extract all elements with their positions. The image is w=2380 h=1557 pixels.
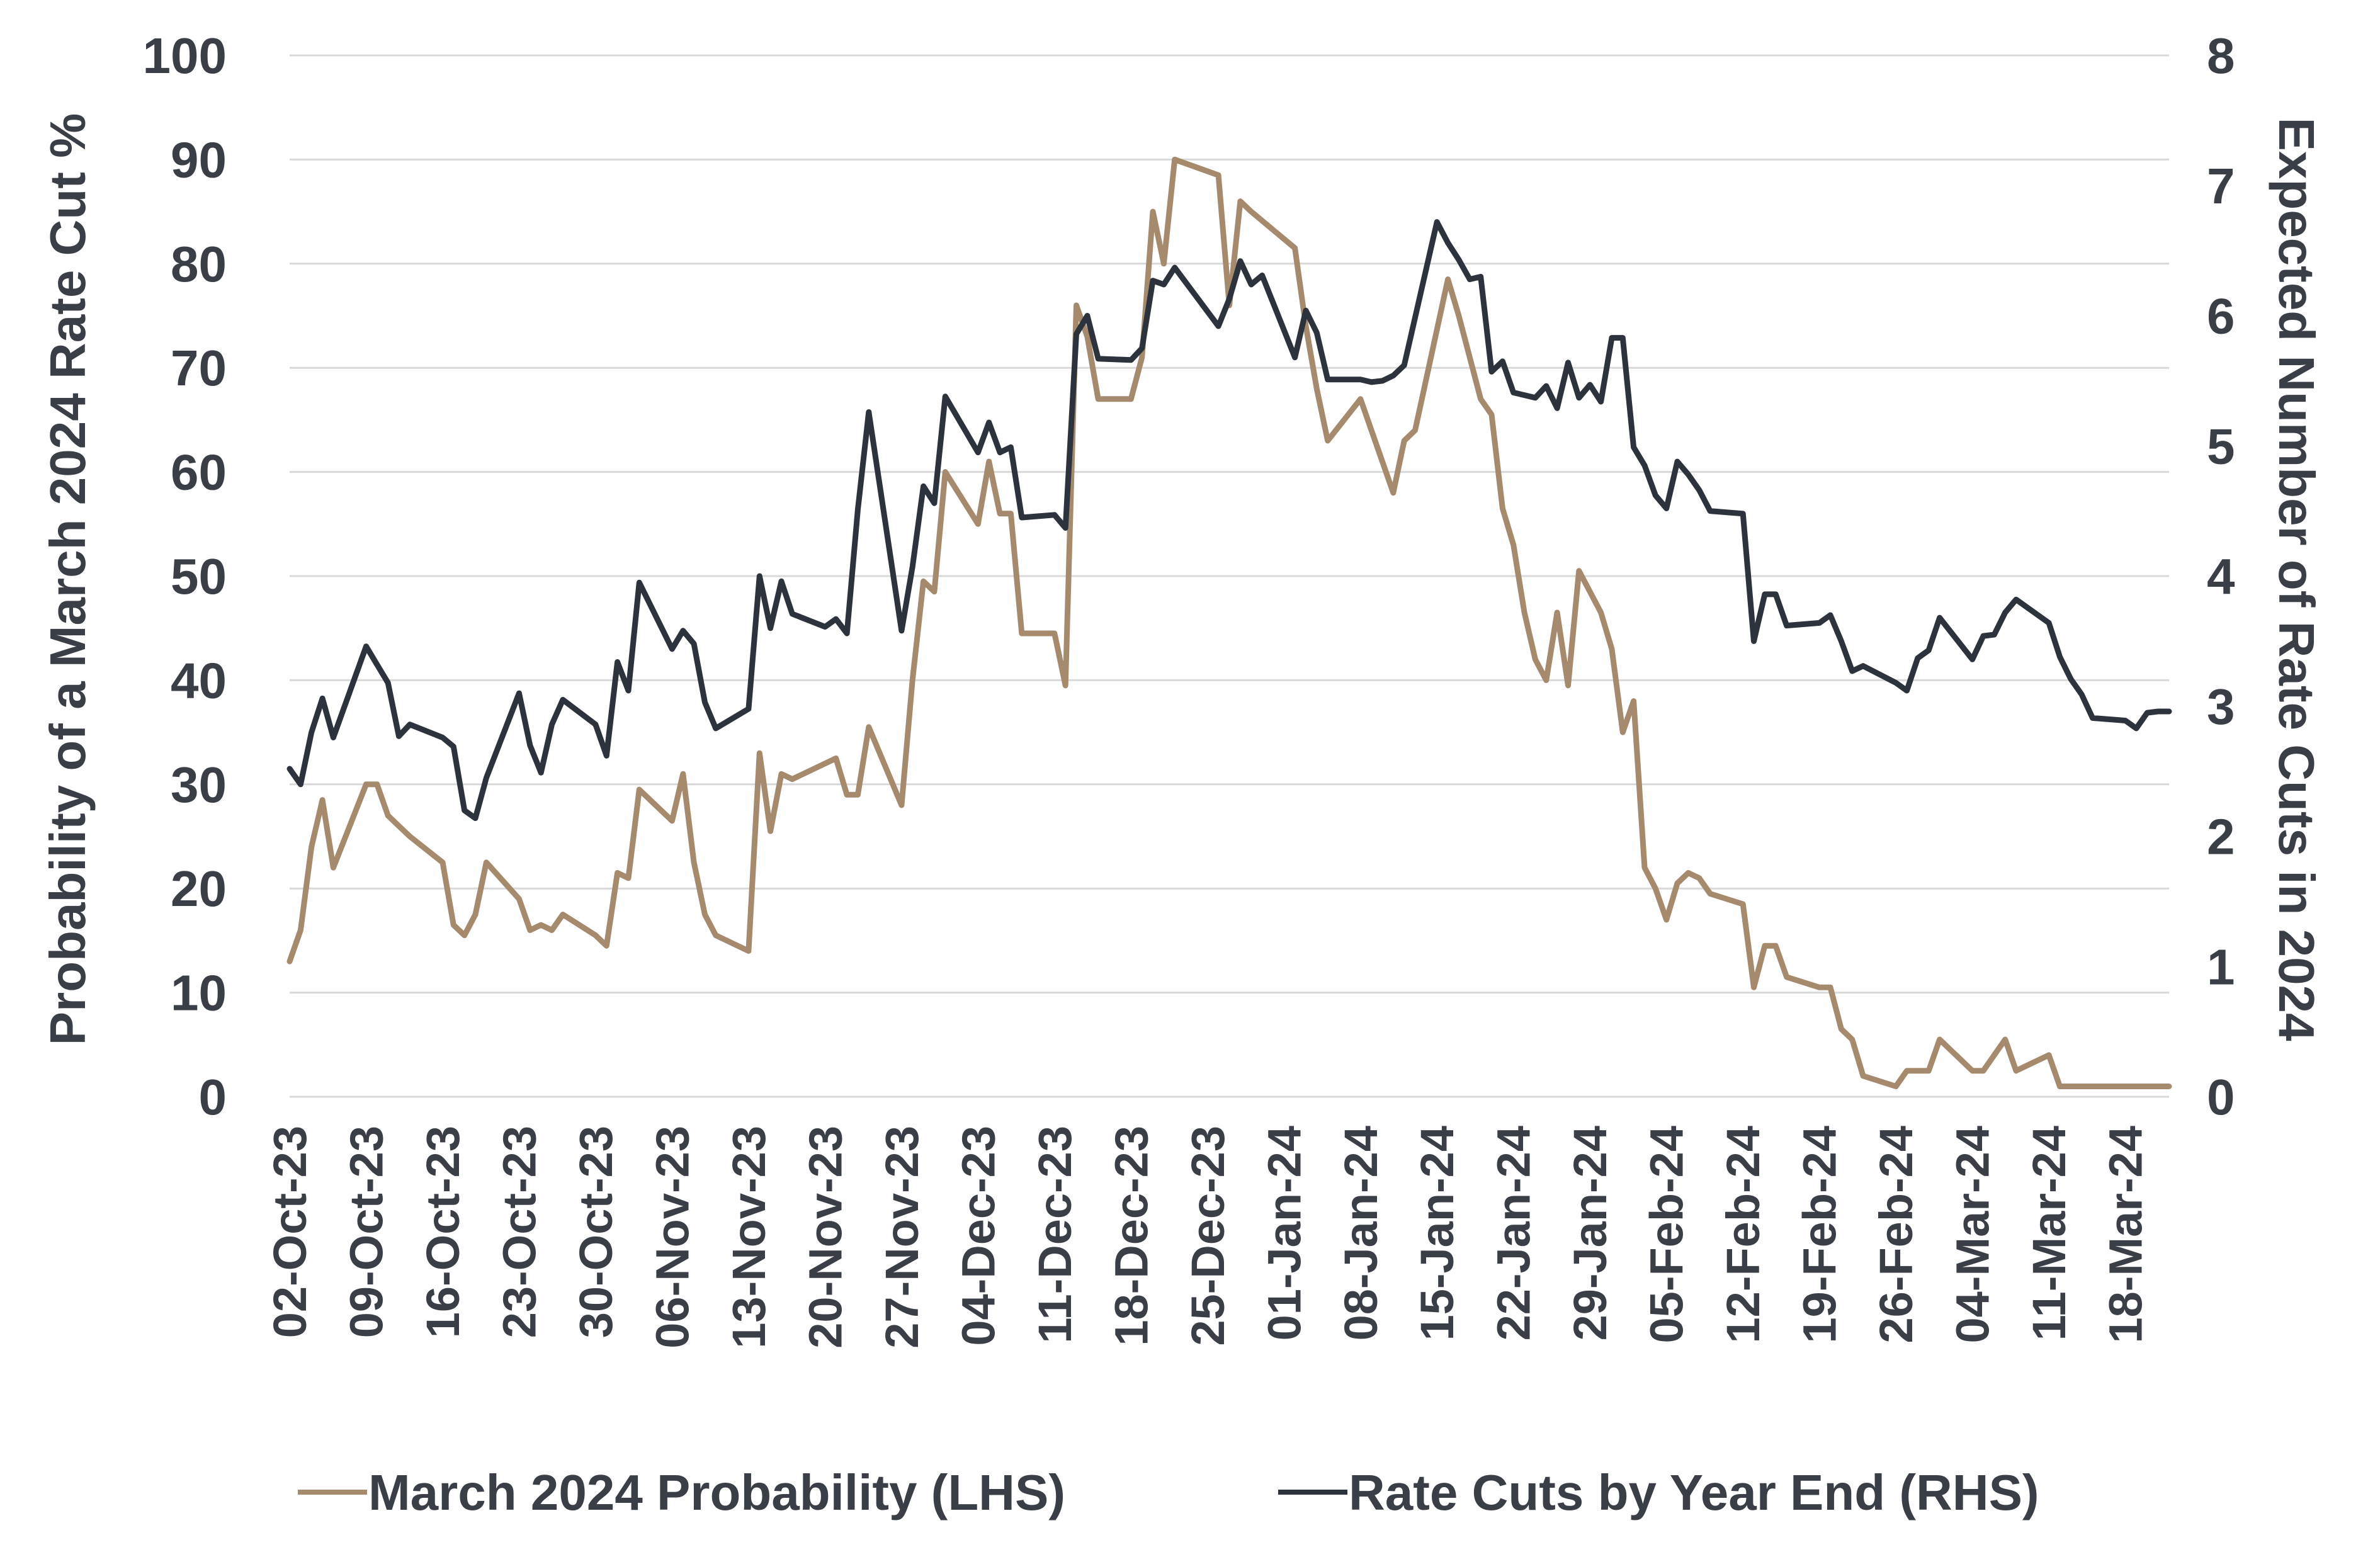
left-tick-label: 70: [171, 340, 227, 396]
left-tick-label: 0: [199, 1069, 227, 1125]
x-tick-label: 08-Jan-24: [1335, 1126, 1387, 1340]
x-axis-ticks: 02-Oct-23 09-Oct-23 16-Oct-23 23-Oct-23 30-O…: [264, 1126, 2152, 1349]
gridlines: [290, 54, 2169, 1098]
x-tick-label: 01-Jan-24: [1258, 1126, 1310, 1340]
right-tick-label: 2: [2207, 809, 2235, 865]
left-tick-label: 30: [171, 757, 227, 813]
x-tick-label: 22-Jan-24: [1488, 1126, 1540, 1340]
right-axis-ticks: 0 1 2 3 4 5 6 7 8: [2207, 28, 2235, 1125]
left-tick-label: 60: [171, 444, 227, 501]
x-tick-label: 18-Mar-24: [2100, 1126, 2152, 1344]
x-tick-label: 20-Nov-23: [799, 1126, 851, 1349]
right-tick-label: 0: [2207, 1069, 2235, 1125]
x-tick-label: 13-Nov-23: [723, 1126, 775, 1349]
x-tick-label: 11-Mar-24: [2023, 1126, 2075, 1340]
left-tick-label: 100: [143, 28, 227, 84]
left-tick-label: 50: [171, 548, 227, 604]
left-tick-label: 90: [171, 132, 227, 188]
series-line-rate-cuts: [286, 219, 2172, 822]
x-tick-label: 23-Oct-23: [493, 1126, 545, 1338]
x-tick-label: 26-Feb-24: [1870, 1126, 1922, 1343]
right-tick-label: 4: [2207, 548, 2235, 604]
left-tick-label: 20: [171, 861, 227, 917]
right-tick-label: 1: [2207, 939, 2235, 995]
x-tick-label: 09-Oct-23: [341, 1126, 393, 1338]
right-tick-label: 3: [2207, 679, 2235, 735]
legend-label-rate-cuts: Rate Cuts by Year End (RHS): [1349, 1464, 2039, 1520]
legend: March 2024 Probability (LHS) Rate Cuts b…: [298, 1464, 2039, 1520]
x-tick-label: 25-Dec-23: [1182, 1126, 1234, 1346]
x-tick-label: 18-Dec-23: [1105, 1126, 1157, 1346]
x-tick-label: 30-Oct-23: [570, 1126, 622, 1338]
x-tick-label: 05-Feb-24: [1641, 1126, 1693, 1343]
x-tick-label: 15-Jan-24: [1411, 1126, 1463, 1340]
x-tick-label: 06-Nov-23: [646, 1126, 698, 1349]
left-axis-ticks: 0 10 20 30 40 50 60 70 80 90 100: [143, 28, 227, 1125]
left-axis-title: Probability of a March 2024 Rate Cut %: [40, 113, 96, 1045]
right-tick-label: 5: [2207, 418, 2235, 474]
left-tick-label: 40: [171, 652, 227, 708]
right-tick-label: 6: [2207, 288, 2235, 344]
right-tick-label: 7: [2207, 158, 2235, 214]
x-tick-label: 04-Mar-24: [1947, 1126, 1999, 1344]
x-tick-label: 12-Feb-24: [1717, 1126, 1769, 1343]
x-tick-label: 27-Nov-23: [876, 1126, 928, 1349]
x-tick-label: 29-Jan-24: [1564, 1126, 1616, 1340]
x-tick-label: 02-Oct-23: [264, 1126, 316, 1338]
series-lines: [286, 156, 2172, 1089]
x-tick-label: 16-Oct-23: [417, 1126, 469, 1338]
x-tick-label: 11-Dec-23: [1029, 1126, 1081, 1344]
series-line-march-probability: [286, 156, 2172, 1089]
left-tick-label: 10: [171, 965, 227, 1021]
left-tick-label: 80: [171, 236, 227, 292]
x-tick-label: 04-Dec-23: [952, 1126, 1004, 1346]
x-tick-label: 19-Feb-24: [1794, 1126, 1846, 1343]
legend-label-probability: March 2024 Probability (LHS): [368, 1464, 1065, 1520]
right-axis-title: Expected Number of Rate Cuts in 2024: [2269, 117, 2325, 1041]
right-tick-label: 8: [2207, 28, 2235, 84]
